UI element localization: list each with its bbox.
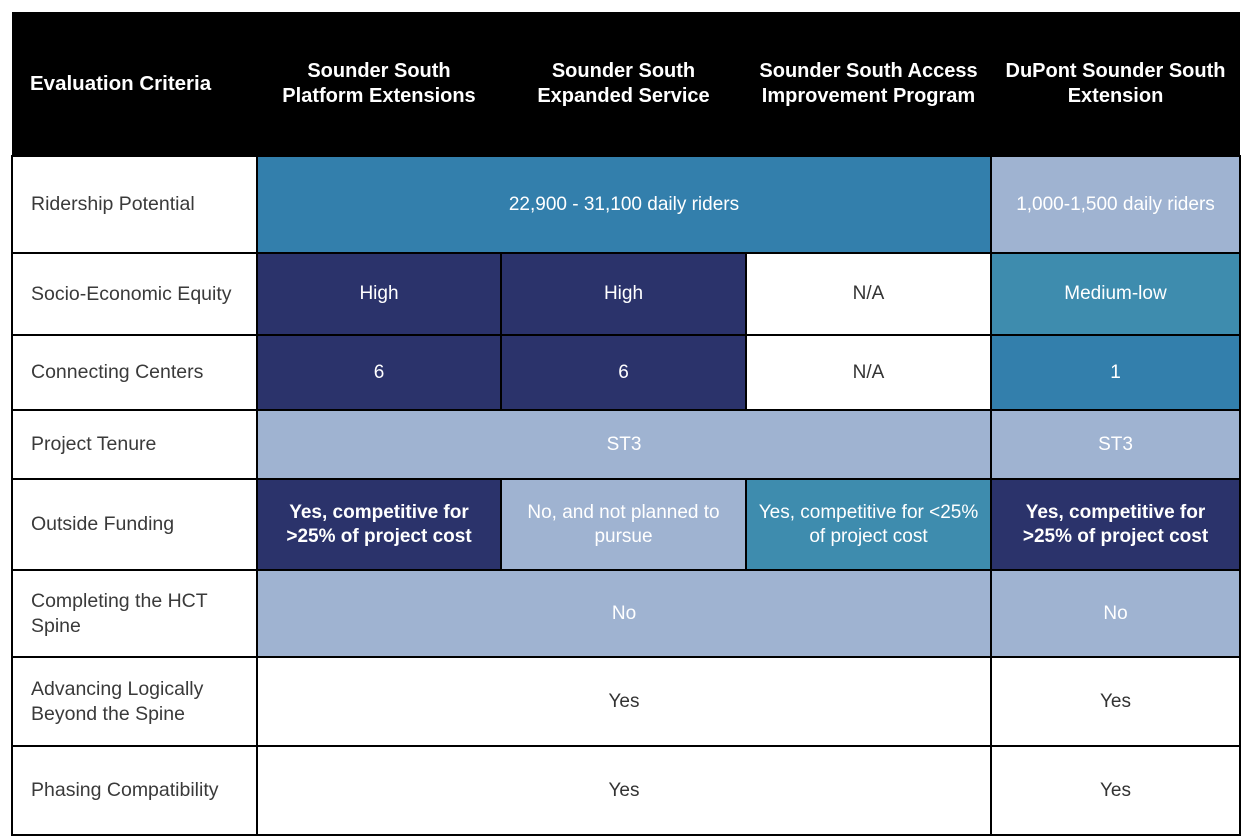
table-cell: N/A — [745, 252, 992, 336]
table-row: Connecting Centers 6 6 N/A 1 — [11, 334, 1241, 411]
table-cell: 1 — [990, 334, 1241, 411]
table-cell: High — [500, 252, 747, 336]
table-cell: Yes — [990, 745, 1241, 836]
column-header-dupont-extension: DuPont Sounder South Extension — [991, 12, 1240, 156]
column-header-platform-extensions: Sounder South Platform Extensions — [257, 12, 501, 156]
column-header-criteria: Evaluation Criteria — [12, 12, 257, 156]
column-header-expanded-service: Sounder South Expanded Service — [501, 12, 746, 156]
criteria-label: Socio-Economic Equity — [11, 252, 258, 336]
criteria-label: Connecting Centers — [11, 334, 258, 411]
table-cell: 1,000-1,500 daily riders — [990, 155, 1241, 254]
column-header-access-improvement: Sounder South Access Improvement Program — [746, 12, 991, 156]
table-cell: ST3 — [990, 409, 1241, 480]
table-cell: Medium-low — [990, 252, 1241, 336]
table-row: Ridership Potential 22,900 - 31,100 daily… — [11, 155, 1241, 254]
table-cell: No — [990, 569, 1241, 658]
table-cell: ST3 — [256, 409, 992, 480]
table-cell: Yes — [256, 656, 992, 747]
table-cell: No — [256, 569, 992, 658]
table-cell: No, and not planned to pursue — [500, 478, 747, 571]
table-cell: 6 — [500, 334, 747, 411]
criteria-label: Advancing Logically Beyond the Spine — [11, 656, 258, 747]
table-row: Socio-Economic Equity High High N/A Medium-l… — [11, 252, 1241, 336]
table-header: Evaluation Criteria Sounder South Platfo… — [12, 12, 1240, 156]
criteria-label: Project Tenure — [11, 409, 258, 480]
criteria-label: Completing the HCT Spine — [11, 569, 258, 658]
table-row: Project Tenure ST3 ST3 — [11, 409, 1241, 480]
table-cell: Yes — [256, 745, 992, 836]
table-cell: Yes, competitive for <25% of project cos… — [745, 478, 992, 571]
criteria-label: Phasing Compatibility — [11, 745, 258, 836]
table-cell: Yes, competitive for >25% of project cos… — [990, 478, 1241, 571]
criteria-label: Outside Funding — [11, 478, 258, 571]
table-cell: Yes — [990, 656, 1241, 747]
table-row: Outside Funding Yes, competitive for >25%… — [11, 478, 1241, 571]
table-row: Phasing Compatibility Yes Yes — [11, 745, 1241, 836]
table-cell: High — [256, 252, 502, 336]
table-cell: 22,900 - 31,100 daily riders — [256, 155, 992, 254]
evaluation-criteria-table: Evaluation Criteria Sounder South Platfo… — [11, 12, 1241, 836]
table-row: Completing the HCT Spine No No — [11, 569, 1241, 658]
table-body: Ridership Potential 22,900 - 31,100 daily… — [11, 155, 1241, 836]
header-row: Evaluation Criteria Sounder South Platfo… — [12, 12, 1240, 156]
table-cell: N/A — [745, 334, 992, 411]
table-cell: Yes, competitive for >25% of project cos… — [256, 478, 502, 571]
evaluation-matrix: Evaluation Criteria Sounder South Platfo… — [0, 12, 1250, 836]
table-cell: 6 — [256, 334, 502, 411]
criteria-label: Ridership Potential — [11, 155, 258, 254]
table-row: Advancing Logically Beyond the Spine Yes Y… — [11, 656, 1241, 747]
